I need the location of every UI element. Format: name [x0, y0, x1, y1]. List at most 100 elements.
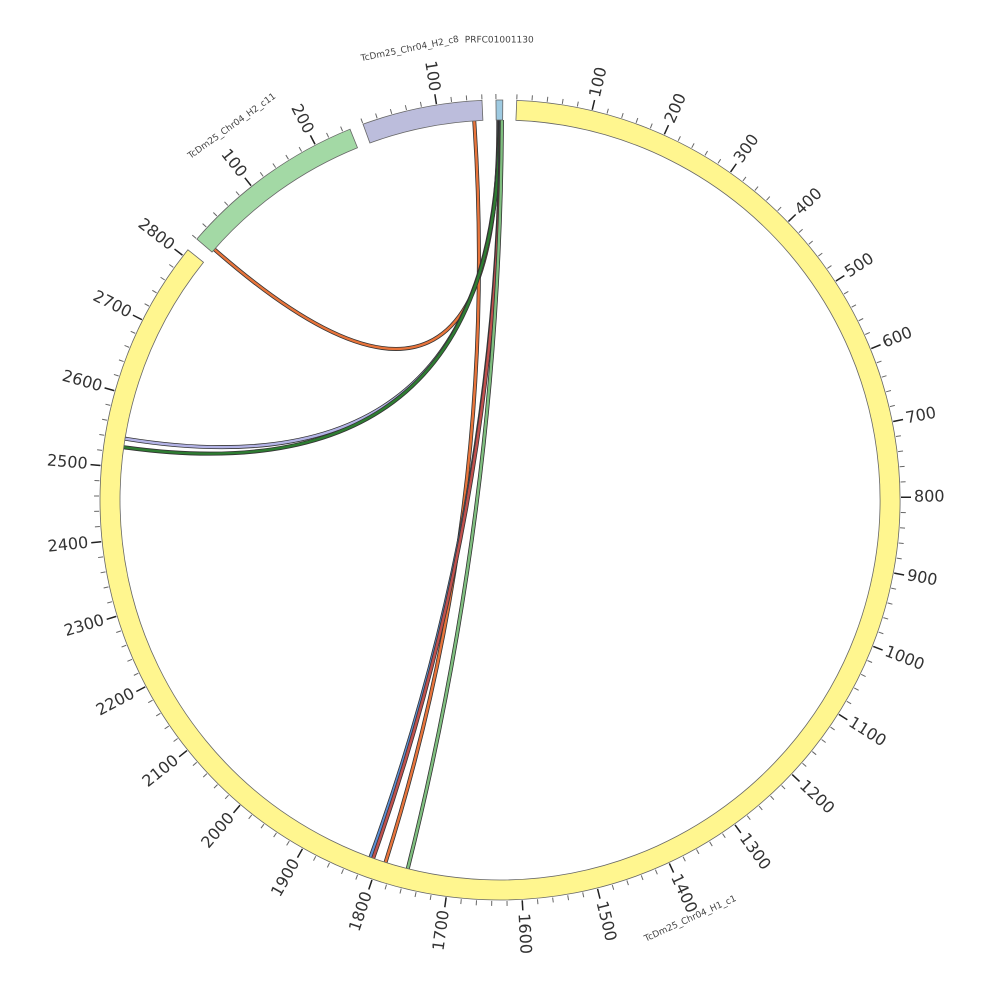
minor-tick — [552, 897, 554, 903]
segment-label: TcDm25_Chr04_H2_c8 — [359, 35, 460, 65]
minor-tick — [891, 587, 897, 590]
link — [406, 119, 504, 869]
minor-tick — [896, 557, 902, 560]
link — [384, 120, 481, 863]
major-tick — [309, 135, 316, 145]
minor-tick — [155, 712, 161, 717]
major-tick — [135, 686, 146, 693]
minor-tick — [105, 403, 111, 406]
major-tick — [871, 344, 881, 350]
minor-tick — [626, 880, 629, 886]
major-tick — [90, 463, 101, 467]
minor-tick — [843, 290, 849, 295]
minor-tick — [883, 617, 889, 620]
major-tick — [132, 314, 143, 321]
minor-tick — [326, 862, 330, 868]
tick-label: 1300 — [736, 829, 775, 873]
minor-tick — [709, 841, 713, 847]
minor-tick — [202, 773, 208, 778]
minor-tick — [389, 108, 393, 115]
minor-tick — [375, 113, 378, 119]
minor-tick — [340, 126, 344, 132]
minor-tick — [722, 833, 726, 839]
minor-tick — [876, 360, 882, 364]
minor-tick — [811, 751, 817, 756]
minor-tick — [224, 794, 229, 800]
major-tick — [444, 897, 447, 908]
minor-tick — [754, 186, 759, 191]
minor-tick — [746, 815, 751, 820]
tick-label: 1200 — [796, 776, 839, 818]
segment — [196, 128, 359, 253]
minor-tick — [164, 725, 170, 730]
minor-tick — [124, 345, 130, 348]
major-tick — [244, 177, 252, 187]
minor-tick — [770, 795, 775, 801]
minor-tick — [160, 276, 166, 281]
tick-label: 1800 — [345, 889, 376, 934]
minor-tick — [830, 726, 835, 731]
segment — [362, 99, 484, 144]
minor-tick — [898, 450, 904, 453]
minor-tick — [107, 601, 113, 604]
minor-tick — [144, 303, 150, 307]
minor-tick — [168, 264, 174, 268]
minor-tick — [742, 176, 747, 182]
major-tick — [668, 863, 675, 873]
minor-tick — [758, 805, 763, 811]
minor-tick — [272, 163, 277, 168]
tick-label: 1100 — [845, 712, 890, 750]
minor-tick — [887, 602, 893, 605]
minor-tick — [567, 895, 570, 901]
major-tick — [591, 99, 596, 110]
minor-tick — [152, 289, 157, 294]
minor-tick — [640, 875, 644, 881]
minor-tick — [853, 687, 859, 691]
minor-tick — [133, 672, 139, 676]
minor-tick — [99, 433, 105, 436]
link-outline — [213, 119, 501, 351]
major-tick — [791, 774, 801, 782]
minor-tick — [582, 892, 585, 898]
tick-label: 2100 — [138, 751, 182, 791]
minor-tick — [860, 673, 866, 677]
tick-label: 1400 — [667, 871, 701, 916]
major-tick — [368, 879, 373, 890]
major-tick — [835, 274, 845, 282]
tick-label: 500 — [841, 248, 877, 281]
minor-tick — [285, 154, 289, 160]
minor-tick — [798, 228, 803, 234]
major-tick — [104, 387, 115, 392]
tick-label: 200 — [287, 101, 318, 137]
tick-label: 300 — [729, 130, 762, 166]
minor-tick — [414, 892, 417, 898]
minor-tick — [97, 449, 103, 451]
segment — [99, 99, 901, 901]
minor-tick — [867, 660, 873, 663]
minor-tick — [212, 212, 218, 217]
minor-tick — [360, 118, 364, 124]
tick-label: 1900 — [267, 855, 304, 900]
major-tick — [232, 804, 241, 814]
major-tick — [894, 572, 905, 576]
major-tick — [91, 540, 102, 544]
major-tick — [106, 615, 117, 621]
segment — [495, 99, 504, 121]
minor-tick — [611, 884, 615, 890]
minor-tick — [621, 112, 624, 119]
minor-tick — [576, 101, 579, 107]
minor-tick — [313, 855, 317, 861]
minor-tick — [260, 823, 265, 829]
minor-tick — [286, 840, 290, 846]
minor-tick — [878, 631, 884, 635]
minor-tick — [450, 96, 453, 102]
major-tick — [178, 749, 188, 758]
minor-tick — [202, 223, 207, 228]
major-tick — [787, 213, 797, 223]
link — [213, 119, 500, 351]
minor-tick — [766, 196, 771, 201]
minor-tick — [777, 206, 782, 212]
minor-tick — [546, 96, 549, 102]
tick-label: 900 — [906, 565, 940, 589]
tick-label: 1700 — [429, 909, 453, 952]
